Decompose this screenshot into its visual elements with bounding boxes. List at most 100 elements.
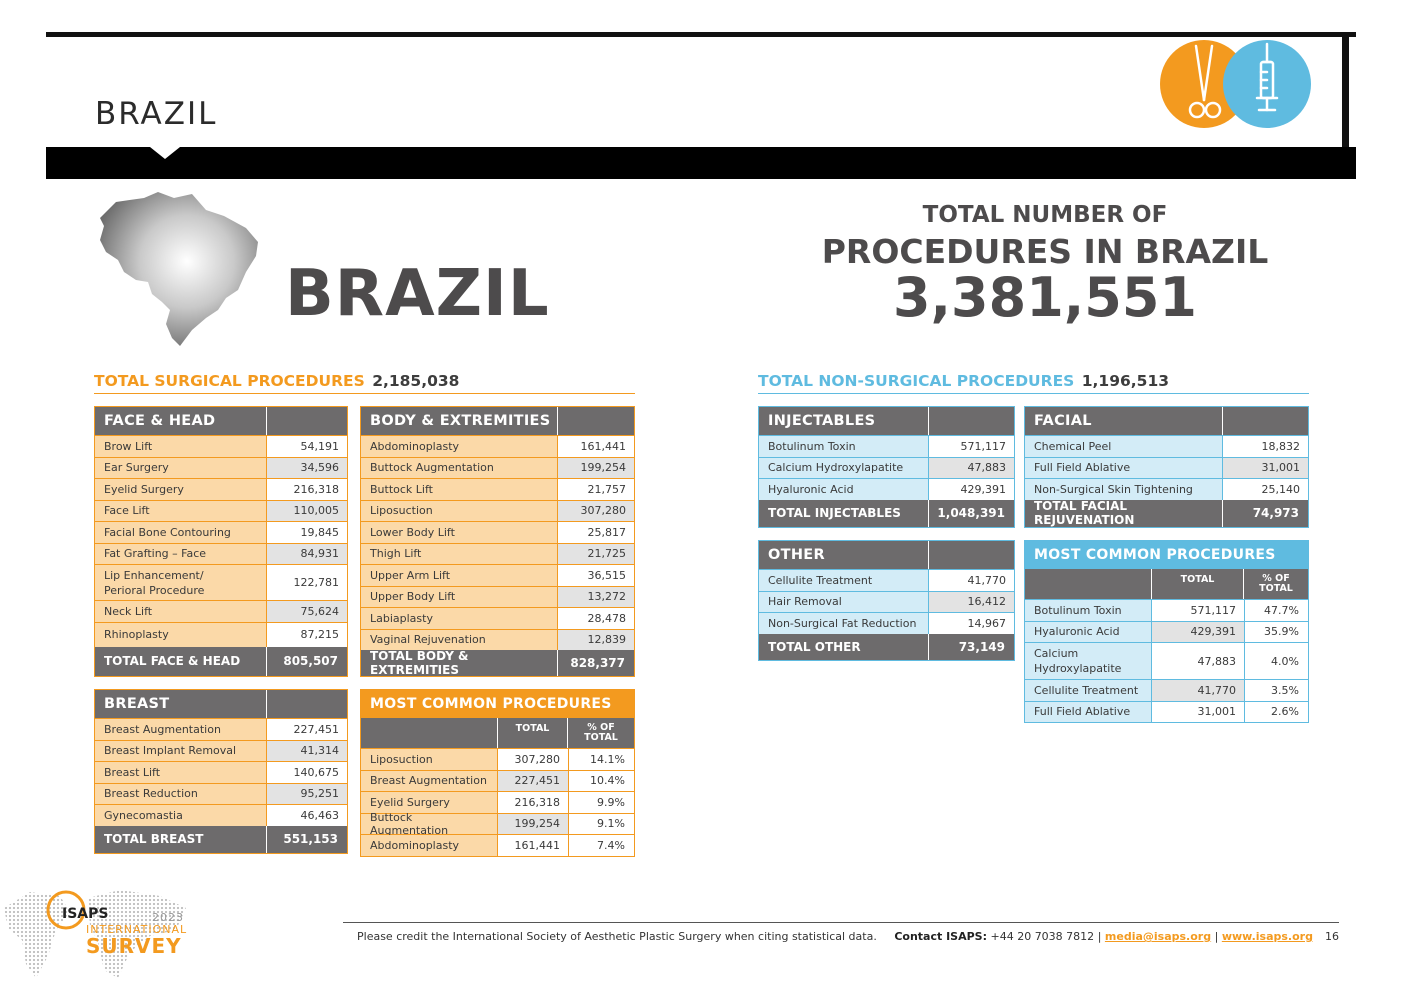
footer-credit: Please credit the International Society …: [357, 930, 1313, 943]
header-box: [46, 37, 1349, 147]
row-label-line1: Lip Enhancement/: [104, 568, 204, 582]
row-value: 14,967: [967, 616, 1007, 630]
row-value: 75,624: [267, 601, 347, 622]
most-common-surgical-table: MOST COMMON PROCEDURES TOTAL% OF TOTAL Li…: [360, 689, 635, 857]
total-label: TOTAL INJECTABLES: [759, 499, 929, 527]
col-total: TOTAL: [1152, 569, 1244, 599]
row-value: 199,254: [498, 813, 568, 834]
total-procedures-value: 3,381,551: [892, 266, 1198, 329]
table-title: FACIAL REJUVENATION: [1025, 407, 1223, 457]
total-value: 74,973: [1252, 506, 1299, 520]
row-label: Face Lift: [95, 500, 267, 521]
row-label: Vaginal Rejuvenation: [361, 629, 558, 650]
row-value: 47,883: [1197, 654, 1237, 668]
row-label: Breast Augmentation: [95, 719, 267, 740]
footer-rule: [343, 922, 1339, 923]
row-label: Cellulite Treatment: [759, 570, 929, 591]
row-label: Chemical Peel: [1025, 436, 1223, 457]
row-value: 12,839: [558, 629, 634, 650]
row-label: Neck Lift: [95, 601, 267, 622]
row-label: Eyelid Surgery: [95, 479, 267, 500]
row-value: 41,770: [1152, 680, 1244, 701]
table-title: OTHER: [759, 541, 929, 569]
header-notch: [150, 147, 180, 159]
row-value: 34,596: [267, 457, 347, 478]
row-label: Breast Lift: [95, 762, 267, 783]
syringe-icon: [1223, 40, 1311, 128]
total-label-line1: TOTAL NUMBER OF: [922, 202, 1168, 228]
row-label: Full Field Ablative: [1025, 701, 1152, 722]
row-value: 41,314: [267, 740, 347, 761]
row-value: 95,251: [267, 783, 347, 804]
row-value: 161,441: [580, 439, 627, 453]
separator: |: [1097, 930, 1102, 943]
logo-isaps: ISAPS: [62, 906, 109, 922]
table-title: FACE & HEAD: [95, 407, 267, 435]
row-label: Fat Grafting – Face: [95, 543, 267, 564]
row-label: Non-Surgical Fat Reduction: [759, 613, 929, 634]
page-title: BRAZIL: [95, 96, 218, 132]
row-value: 227,451: [498, 770, 568, 791]
row-label: Breast Augmentation: [361, 770, 498, 791]
row-pct: 3.5%: [1244, 680, 1308, 701]
row-label-line2: Hydroxylapatite: [1034, 662, 1122, 675]
row-label: Buttock Lift: [361, 479, 558, 500]
col-pct-line1: % OF: [587, 722, 615, 733]
row-value: 25,140: [1261, 482, 1301, 496]
email-link[interactable]: media@isaps.org: [1104, 930, 1212, 943]
row-value: 21,757: [587, 482, 627, 496]
surgical-heading: TOTAL SURGICAL PROCEDURES 2,185,038: [94, 372, 459, 390]
row-value: 216,318: [293, 482, 340, 496]
table-title: INJECTABLES: [759, 407, 929, 435]
row-pct: 9.9%: [568, 792, 634, 813]
total-value: 1,048,391: [937, 506, 1005, 520]
row-label: Hyaluronic Acid: [1025, 621, 1152, 642]
row-value: 140,675: [293, 765, 340, 779]
world-map-logo: [0, 878, 190, 988]
row-label: Facial Bone Contouring: [95, 522, 267, 543]
row-label: Calcium Hydroxylapatite: [1025, 643, 1152, 679]
row-value: 47,883: [929, 457, 1014, 478]
logo-year: 2023: [152, 911, 184, 924]
row-value: 429,391: [1152, 621, 1244, 642]
row-label: Buttock Augmentation: [361, 811, 498, 837]
website-link[interactable]: www.isaps.org: [1221, 930, 1313, 943]
nonsurgical-heading-label: TOTAL NON-SURGICAL PROCEDURES: [758, 372, 1075, 390]
total-label: TOTAL FACIAL REJUVENATION: [1025, 499, 1223, 527]
row-pct: 2.6%: [1244, 701, 1308, 722]
nonsurgical-rule: [758, 393, 1309, 394]
total-label: TOTAL BREAST: [95, 825, 267, 853]
brazil-map: [96, 190, 266, 355]
total-value: 73,149: [958, 639, 1005, 654]
nonsurgical-heading-total: 1,196,513: [1081, 372, 1170, 390]
row-label: Liposuction: [361, 749, 498, 770]
contact-label: Contact ISAPS:: [894, 930, 987, 943]
row-pct: 10.4%: [568, 770, 634, 791]
row-pct: 47.7%: [1244, 600, 1308, 621]
table-title: MOST COMMON PROCEDURES: [361, 690, 634, 718]
row-label: Lower Body Lift: [361, 522, 558, 543]
country-title: BRAZIL: [285, 257, 550, 331]
row-label-line2: Perioral Procedure: [104, 583, 205, 597]
row-label: Abdominoplasty: [361, 835, 498, 856]
row-pct: 4.0%: [1244, 643, 1308, 679]
row-value: 31,001: [1197, 705, 1237, 719]
row-pct: 35.9%: [1244, 621, 1308, 642]
row-label-line1: Calcium: [1034, 647, 1079, 660]
nonsurgical-heading: TOTAL NON-SURGICAL PROCEDURES 1,196,513: [758, 372, 1169, 390]
row-label: Botulinum Toxin: [1025, 600, 1152, 621]
row-value: 216,318: [514, 795, 561, 809]
total-label-line2: PROCEDURES IN BRAZIL: [821, 232, 1269, 271]
row-value: 28,478: [587, 611, 627, 625]
row-value: 429,391: [960, 482, 1007, 496]
row-label: Gynecomastia: [95, 805, 267, 826]
row-label: Calcium Hydroxylapatite: [759, 457, 929, 478]
row-value: 54,191: [300, 439, 340, 453]
row-value: 110,005: [267, 500, 347, 521]
row-label: Upper Arm Lift: [361, 565, 558, 586]
row-pct: 14.1%: [568, 749, 634, 770]
logo-international: INTERNATIONAL: [86, 923, 188, 936]
row-value: 87,215: [300, 628, 340, 641]
row-value: 122,781: [293, 576, 340, 589]
row-label: Hyaluronic Acid: [759, 479, 929, 500]
